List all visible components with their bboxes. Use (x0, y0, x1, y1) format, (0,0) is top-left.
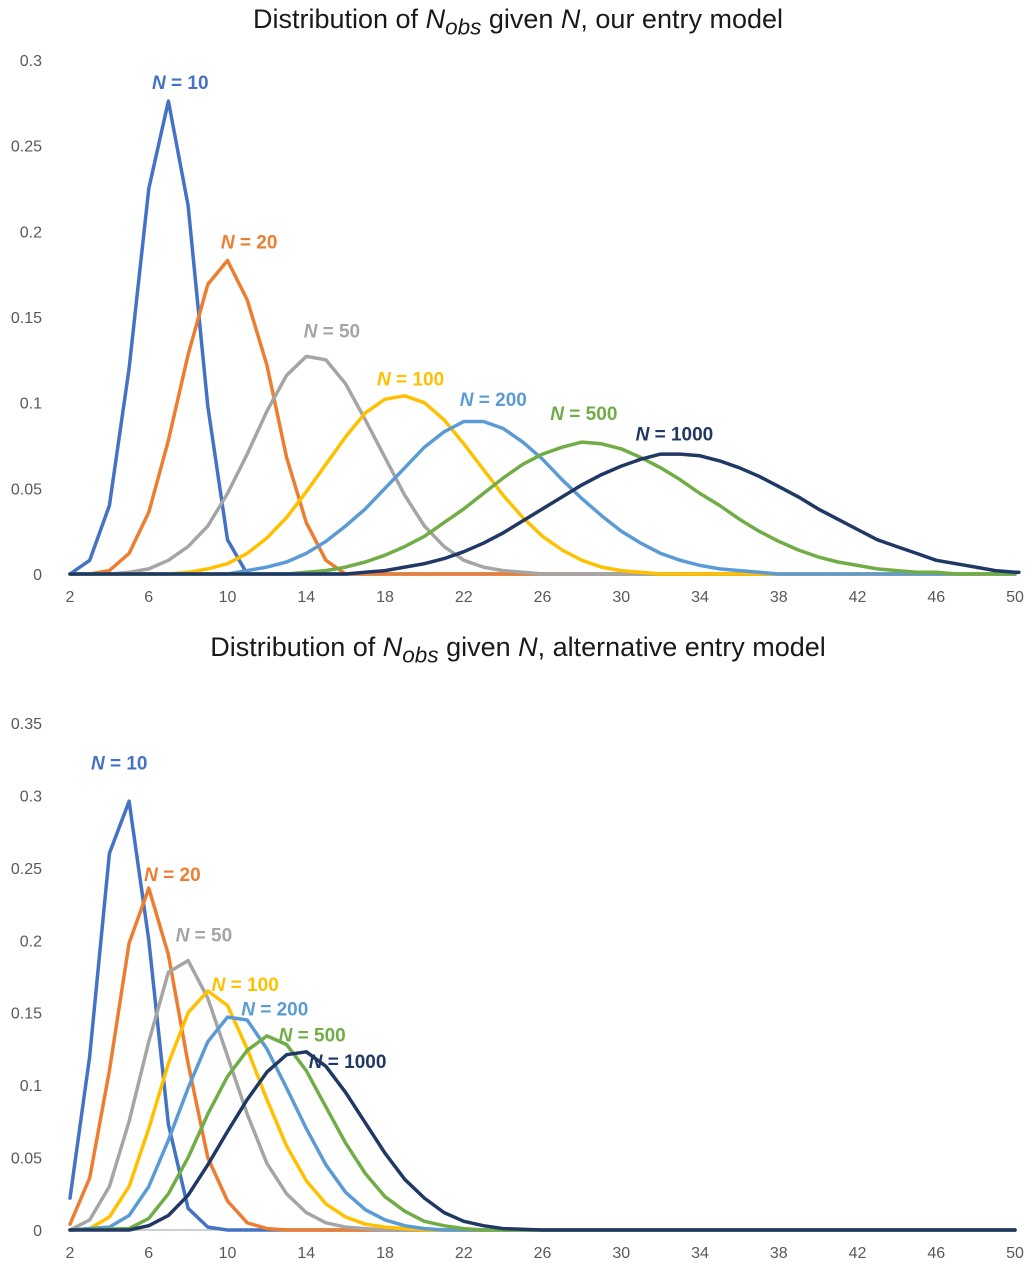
x-tick-label: 46 (927, 1245, 945, 1262)
series-label-n-100: N = 100 (377, 370, 444, 391)
x-tick-label: 30 (612, 589, 630, 606)
title-text: given (438, 632, 519, 662)
series-line-n-50 (68, 354, 1017, 576)
series-line-n-1000 (68, 1050, 1017, 1232)
x-tick-label: 2 (66, 589, 75, 606)
y-tick-label: 0.15 (11, 1006, 42, 1023)
y-tick-label: 0.2 (20, 224, 42, 241)
series-line-n-1000 (68, 452, 1021, 576)
series-line-n-50 (68, 958, 1017, 1232)
y-tick-label: 0.3 (20, 788, 42, 805)
x-tick-label: 42 (849, 589, 867, 606)
series-label-n-500: N = 500 (279, 1026, 346, 1047)
x-tick-label: 6 (144, 1245, 153, 1262)
x-tick-label: 34 (691, 589, 709, 606)
series-label-n-50: N = 50 (304, 322, 361, 343)
series-label-n-200: N = 200 (460, 390, 527, 411)
title-n-obs: N (425, 4, 446, 34)
series-line-n-200 (68, 419, 1017, 576)
chart-title-our-entry-model: Distribution of Nobs given N, our entry … (0, 4, 1036, 40)
chart-title-alternative-entry-model: Distribution of Nobs given N, alternativ… (0, 632, 1036, 668)
y-tick-label: 0.35 (11, 716, 42, 733)
x-tick-label: 26 (534, 589, 552, 606)
title-subscript: obs (445, 14, 482, 40)
x-tick-label: 38 (770, 1245, 788, 1262)
series-label-n-50: N = 50 (176, 926, 233, 947)
series-label-n-20: N = 20 (221, 232, 278, 253)
series-label-n-1000: N = 1000 (636, 424, 714, 445)
series-label-n-100: N = 100 (212, 975, 279, 996)
y-tick-label: 0.2 (20, 933, 42, 950)
x-tick-label: 14 (297, 1245, 315, 1262)
title-text: , our entry model (580, 4, 783, 34)
series-label-n-200: N = 200 (241, 1000, 308, 1021)
title-subscript: obs (402, 642, 439, 668)
y-tick-label: 0 (33, 567, 42, 584)
series-line-n-100 (68, 989, 1017, 1232)
x-tick-label: 10 (219, 589, 237, 606)
title-text: given (481, 4, 561, 34)
title-n: N (560, 4, 581, 34)
series-line-n-100 (68, 394, 1017, 576)
title-text: Distribution of (210, 632, 383, 662)
y-tick-label: 0.05 (11, 1151, 42, 1168)
chart-alternative-entry-model: 2 6 10 14 18 22 26 30 34 38 42 46 5000.050.10.150.20… (11, 716, 1024, 1262)
x-tick-label: 46 (927, 589, 945, 606)
x-tick-label: 34 (691, 1245, 709, 1262)
y-tick-label: 0.3 (20, 53, 42, 70)
x-tick-label: 42 (849, 1245, 867, 1262)
series-label-n-1000: N = 1000 (309, 1052, 387, 1073)
x-tick-label: 2 (66, 1245, 75, 1262)
x-tick-label: 50 (1006, 1245, 1024, 1262)
series-line-n-20 (68, 258, 1017, 576)
series-line-n-10 (68, 99, 1017, 576)
chart-our-entry-model: 2 6 10 14 18 22 26 30 34 38 42 46 5000.050.10.150.20… (11, 53, 1024, 606)
x-tick-label: 10 (219, 1245, 237, 1262)
y-tick-label: 0.1 (20, 1078, 42, 1095)
y-tick-label: 0.25 (11, 139, 42, 156)
x-tick-label: 50 (1006, 589, 1024, 606)
series-label-n-10: N = 10 (152, 73, 209, 94)
x-tick-label: 22 (455, 589, 473, 606)
series-label-n-10: N = 10 (91, 753, 148, 774)
y-tick-label: 0.25 (11, 861, 42, 878)
series-label-n-500: N = 500 (550, 404, 617, 425)
y-tick-label: 0.15 (11, 310, 42, 327)
series-line-n-500 (68, 1034, 1017, 1232)
title-n: N (518, 632, 538, 662)
series-label-n-20: N = 20 (144, 865, 201, 886)
x-tick-label: 14 (297, 589, 315, 606)
series-line-n-10 (68, 799, 1017, 1232)
title-n-obs: N (382, 632, 403, 662)
y-tick-label: 0 (33, 1223, 42, 1240)
x-tick-label: 6 (144, 589, 153, 606)
series-line-n-20 (68, 886, 1017, 1232)
x-tick-label: 18 (376, 1245, 394, 1262)
title-text: Distribution of (252, 4, 426, 34)
y-tick-label: 0.05 (11, 481, 42, 498)
title-text: , alternative entry model (537, 632, 826, 662)
x-tick-label: 18 (376, 589, 394, 606)
x-tick-label: 22 (455, 1245, 473, 1262)
x-tick-label: 38 (770, 589, 788, 606)
series-line-n-500 (68, 440, 1017, 576)
x-tick-label: 26 (534, 1245, 552, 1262)
x-tick-label: 30 (612, 1245, 630, 1262)
y-tick-label: 0.1 (20, 396, 42, 413)
series-line-n-200 (68, 1015, 1017, 1232)
